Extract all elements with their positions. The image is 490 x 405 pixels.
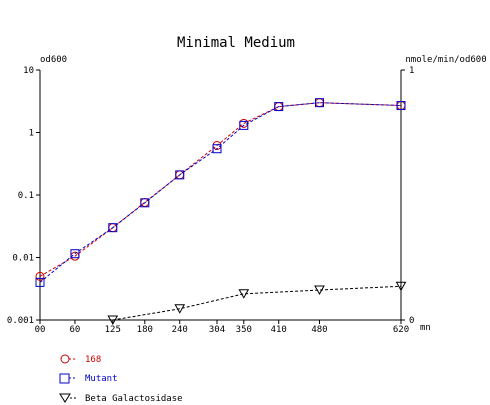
data-point-triangle — [314, 285, 325, 296]
series-layer — [35, 98, 407, 326]
data-point-square — [396, 101, 406, 111]
legend: 168 Mutant Beta Galactosidase — [59, 354, 183, 404]
data-point-square — [239, 120, 249, 130]
x-tick-label: 480 — [311, 325, 327, 335]
chart-title: Minimal Medium — [177, 35, 295, 51]
data-point-square — [108, 223, 118, 233]
x-tick-label: 304 — [209, 325, 225, 335]
data-point-square — [212, 144, 222, 154]
x-tick-label: 60 — [70, 325, 81, 335]
left-tick-label: 0.001 — [7, 316, 34, 326]
right-tick-label: 0 — [409, 316, 414, 326]
x-tick-label: 620 — [393, 325, 409, 335]
x-tick-label: 180 — [137, 325, 153, 335]
series-line-2 — [112, 285, 402, 321]
left-tick-label: 0.1 — [18, 191, 34, 201]
x-ticks: 00 60 125 180 240 304 350 410 480 620 — [35, 320, 409, 335]
data-point-triangle — [238, 289, 250, 299]
series-line-1 — [39, 102, 402, 283]
legend-item-mutant: Mutant — [59, 373, 118, 384]
left-tick-label: 0.01 — [12, 254, 34, 264]
data-point-square — [314, 98, 324, 108]
data-point-triangle — [395, 281, 407, 292]
x-tick-label: 410 — [271, 325, 287, 335]
legend-triangle-marker — [59, 393, 71, 403]
data-point-square — [175, 170, 185, 180]
data-point-circle — [35, 271, 45, 281]
data-point-square — [35, 277, 45, 287]
left-tick-label: 10 — [23, 66, 34, 76]
legend-square-marker — [59, 373, 70, 384]
left-ticks: 10 1 0.1 0.01 0.001 — [7, 66, 40, 326]
right-tick-label: 1 — [409, 66, 414, 76]
legend-label-beta-galactosidase: Beta Galactosidase — [85, 394, 183, 404]
x-tick-label: 125 — [105, 325, 121, 335]
legend-item-168: 168 — [60, 354, 101, 365]
left-tick-label: 1 — [29, 129, 34, 139]
series-line-0 — [39, 102, 402, 277]
x-tick-label: 240 — [172, 325, 188, 335]
data-point-square — [274, 102, 284, 112]
legend-item-beta-galactosidase: Beta Galactosidase — [59, 393, 183, 404]
legend-label-168: 168 — [85, 355, 101, 365]
x-tick-label: 350 — [236, 325, 252, 335]
legend-label-mutant: Mutant — [85, 374, 118, 384]
legend-circle-marker — [60, 354, 70, 364]
data-point-triangle — [174, 304, 186, 314]
data-point-square — [140, 198, 150, 208]
left-axis-label: od600 — [40, 55, 67, 65]
data-point-triangle — [107, 315, 119, 326]
right-axis-label: nmole/min/od600 — [405, 55, 486, 65]
x-unit-label: mn — [420, 323, 431, 333]
data-point-square — [70, 249, 80, 259]
x-tick-label: 00 — [35, 325, 46, 335]
right-ticks: 10 — [401, 66, 414, 326]
